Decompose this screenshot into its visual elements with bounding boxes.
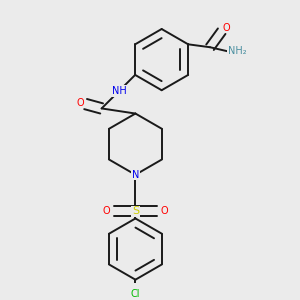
Text: O: O <box>103 206 110 216</box>
Text: Cl: Cl <box>131 289 140 299</box>
Text: O: O <box>161 206 168 216</box>
Text: NH₂: NH₂ <box>228 46 246 56</box>
Text: N: N <box>132 170 139 180</box>
Text: O: O <box>76 98 84 108</box>
Text: O: O <box>222 23 230 33</box>
Text: S: S <box>132 206 139 216</box>
Text: NH: NH <box>112 86 127 96</box>
